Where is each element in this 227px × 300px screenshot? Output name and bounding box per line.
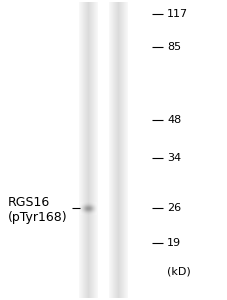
Text: 85: 85 [166,42,180,52]
Text: 48: 48 [166,115,180,125]
Text: 19: 19 [166,238,180,248]
Text: RGS16: RGS16 [8,196,50,208]
Text: 26: 26 [166,203,180,213]
Text: 117: 117 [166,9,187,19]
Text: 34: 34 [166,153,180,163]
Text: (kD): (kD) [166,267,190,277]
Text: (pTyr168): (pTyr168) [8,211,67,224]
